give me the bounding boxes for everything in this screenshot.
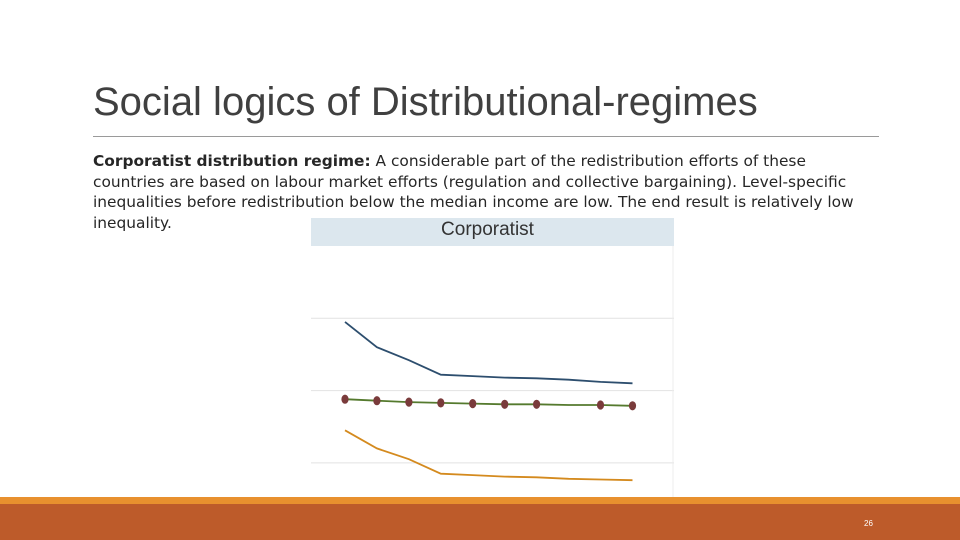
chart-header: Corporatist: [311, 218, 674, 246]
data-point: [469, 399, 477, 409]
title-divider: [93, 136, 879, 137]
data-point: [596, 400, 605, 410]
data-point: [628, 401, 637, 411]
footer-accent-band: [0, 497, 960, 504]
line-chart: [311, 246, 674, 499]
data-point: [405, 397, 413, 407]
series-line-1: [344, 321, 633, 385]
data-point: [533, 399, 541, 409]
data-point: [373, 396, 381, 406]
series-line-2: [344, 398, 633, 407]
regime-description: A considerable part of the redistributio…: [93, 152, 854, 232]
footer-bar: [0, 504, 960, 540]
page-number: 26: [864, 519, 873, 528]
slide-title: Social logics of Distributional-regimes: [93, 80, 758, 124]
body-paragraph: Corporatist distribution regime: A consi…: [93, 151, 863, 233]
data-point: [437, 398, 445, 408]
data-point: [501, 399, 509, 409]
series-line-3: [344, 429, 633, 482]
data-point: [341, 394, 349, 404]
regime-label: Corporatist distribution regime:: [93, 152, 371, 170]
chart-panel: Corporatist: [311, 218, 674, 499]
chart-title: Corporatist: [441, 219, 534, 240]
